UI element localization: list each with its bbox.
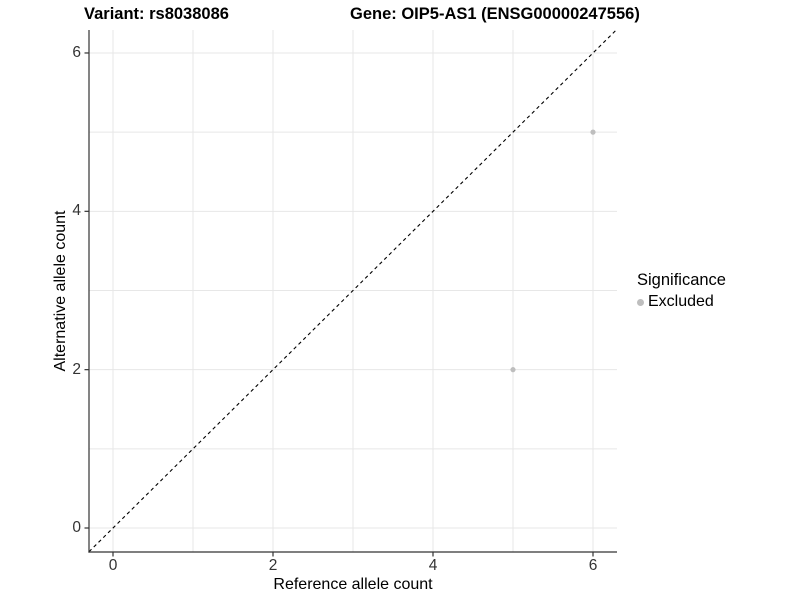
identity-reference-line [88,28,618,553]
x-tick-label: 0 [108,557,118,574]
plot-title-variant: Variant: rs8038086 [84,5,229,23]
data-point [510,367,516,373]
legend-entry-label: Excluded [648,293,714,310]
y-tick-label: 2 [72,360,81,378]
x-tick-label: 2 [268,557,278,574]
legend-point-icon [637,298,644,306]
x-tick-label: 6 [588,557,598,574]
plot-title-gene: Gene: OIP5-AS1 (ENSG00000247556) [350,5,640,23]
y-tick-label: 6 [72,43,81,61]
y-tick-label: 4 [72,202,81,220]
x-tick-label: 4 [428,557,438,574]
legend: Significance Excluded [637,271,726,311]
data-point [590,129,596,135]
y-axis-title: Alternative allele count [52,210,69,372]
y-tick-label: 0 [72,519,81,536]
legend-title: Significance [637,271,726,289]
legend-entries: Excluded [637,293,726,311]
x-axis-title: Reference allele count [273,576,433,593]
legend-entry: Excluded [637,293,726,311]
